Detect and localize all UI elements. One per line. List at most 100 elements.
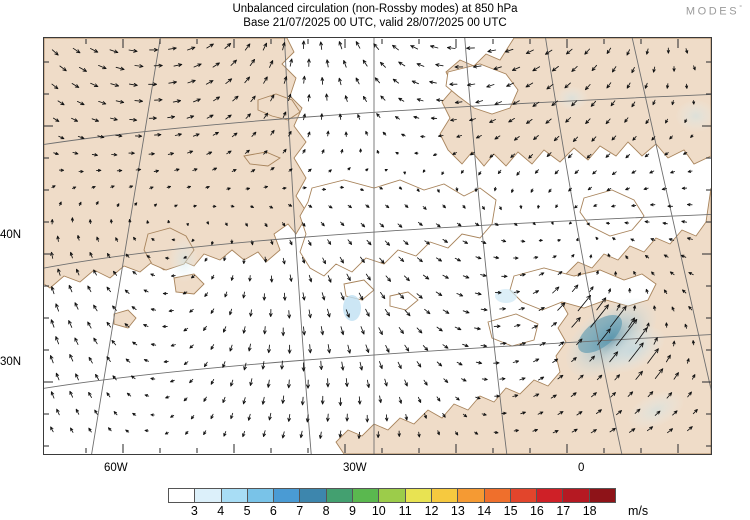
wind-arrow [376,113,381,118]
wind-arrow [565,117,572,123]
wind-arrow [355,77,360,85]
wind-arrow [546,152,552,158]
wind-arrow [469,117,476,122]
wind-arrow [480,273,487,277]
wind-arrow [94,409,98,415]
wind-arrow [650,238,656,242]
wind-arrow [144,429,149,433]
wind-arrow [270,239,274,245]
colorbar-tick-3: 3 [190,504,198,518]
wind-arrow [203,396,207,402]
wind-arrow [55,336,60,345]
wind-arrow [576,411,583,416]
wind-arrow [611,66,617,73]
wind-arrow [597,328,611,346]
wind-arrow [223,431,227,437]
wind-arrow [501,274,508,278]
wind-arrow [366,239,372,246]
wind-arrow [149,186,154,190]
wind-arrow [489,153,495,158]
wind-arrow [88,391,92,398]
wind-arrow [644,153,650,158]
wind-arrow [96,168,102,172]
colorbar-units: m/s [628,504,649,518]
wind-arrow [204,292,209,297]
wind-arrow [398,256,405,262]
wind-arrow [206,114,214,119]
wind-arrow [134,134,143,138]
wind-arrow [76,234,81,241]
wind-arrow [229,344,233,352]
wind-arrow [610,100,616,107]
wind-arrow [244,222,248,227]
wind-arrow [668,238,675,242]
wind-arrow [318,431,323,439]
wind-arrow [205,80,214,85]
wind-arrow [168,309,174,313]
wind-arrow [171,238,176,242]
wind-arrow [577,272,582,277]
wind-arrow [269,60,274,68]
wind-arrow [589,254,593,259]
wind-arrow [300,396,305,406]
wind-arrow [552,286,560,294]
wind-arrow [462,275,470,279]
x-tick-60w: 60W [104,462,128,474]
wind-arrow [420,135,426,139]
wind-arrow [74,337,79,345]
wind-arrow [88,219,92,225]
wind-arrow [203,361,208,368]
wind-arrow [365,168,369,172]
wind-arrow [360,326,365,335]
wind-arrow [69,390,74,398]
wind-arrow [245,187,251,191]
wind-arrow [150,413,155,417]
wind-arrow [652,99,656,106]
wind-arrow [307,94,311,102]
wind-arrow [633,270,637,276]
wind-arrow [187,79,196,84]
wind-arrow [174,204,178,208]
wind-arrow [128,151,135,155]
wind-arrow [403,275,410,282]
colorbar-tick-6: 6 [269,504,277,518]
wind-arrow [538,272,545,276]
wind-arrow [552,430,559,434]
wind-arrow [609,351,619,363]
wind-arrow [435,63,444,67]
wind-arrow [173,63,183,67]
wind-arrow [489,119,496,123]
wind-arrow [666,392,673,399]
wind-arrow [500,341,507,346]
wind-arrow [212,131,219,136]
wind-arrow [124,289,130,294]
wind-arrow [128,48,138,53]
wind-arrow [308,274,313,283]
wind-arrow [397,361,402,370]
wind-arrow [187,150,194,154]
wind-arrow [308,344,313,354]
wind-arrow [167,152,175,156]
colorbar-band-8 [378,489,405,502]
wind-arrow [454,257,461,262]
wind-arrow [189,344,194,349]
wind-arrow [478,171,482,176]
wind-arrow [475,256,482,260]
wind-arrow [338,113,343,120]
wind-arrow [455,431,459,436]
wind-arrow [519,377,526,381]
wind-arrow [385,275,392,282]
colorbar-tick-4: 4 [217,504,225,518]
wind-arrow [692,100,696,105]
wind-arrow [663,289,668,295]
wind-arrow [587,186,593,191]
wind-arrow [671,306,675,312]
wind-arrow [91,153,98,157]
wind-arrow [474,431,479,435]
wind-arrow [436,326,443,332]
wind-arrow [416,63,425,67]
wind-arrow [143,359,149,363]
wind-arrow [481,205,485,210]
colorbar-tick-9: 9 [348,504,356,518]
wind-arrow [357,114,361,120]
